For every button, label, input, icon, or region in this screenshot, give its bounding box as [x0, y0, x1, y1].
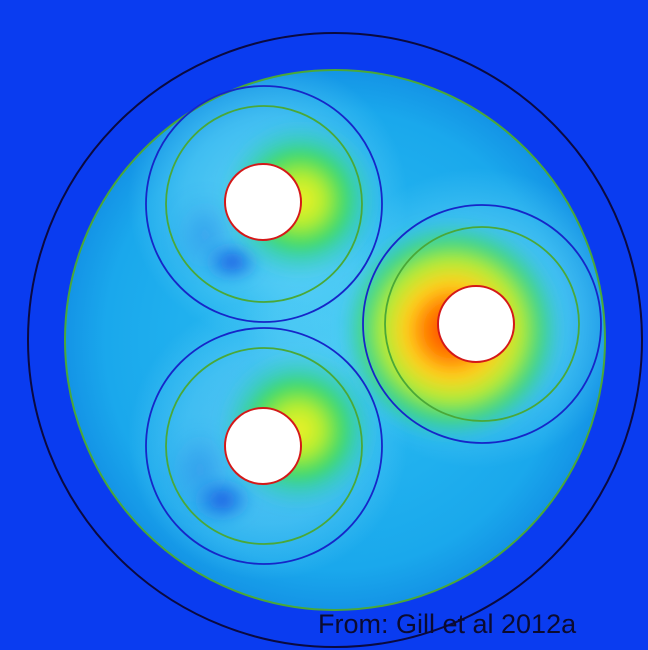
- interior-boundary-ring: [64, 69, 606, 611]
- conductor: [224, 407, 302, 485]
- conductor: [437, 285, 515, 363]
- insulation-ring: [165, 105, 363, 303]
- phase-cable-right: [362, 204, 602, 444]
- phase-cable-lower: [145, 327, 383, 565]
- insulation-ring: [165, 347, 363, 545]
- screen-ring: [145, 327, 383, 565]
- phase-cable-upper: [145, 85, 383, 323]
- cable-sheath-outline: [27, 32, 643, 648]
- screen-ring: [362, 204, 602, 444]
- source-caption: From: Gill et al 2012a: [318, 609, 577, 639]
- conductor: [224, 163, 302, 241]
- screen-ring: [145, 85, 383, 323]
- insulation-ring: [384, 226, 580, 422]
